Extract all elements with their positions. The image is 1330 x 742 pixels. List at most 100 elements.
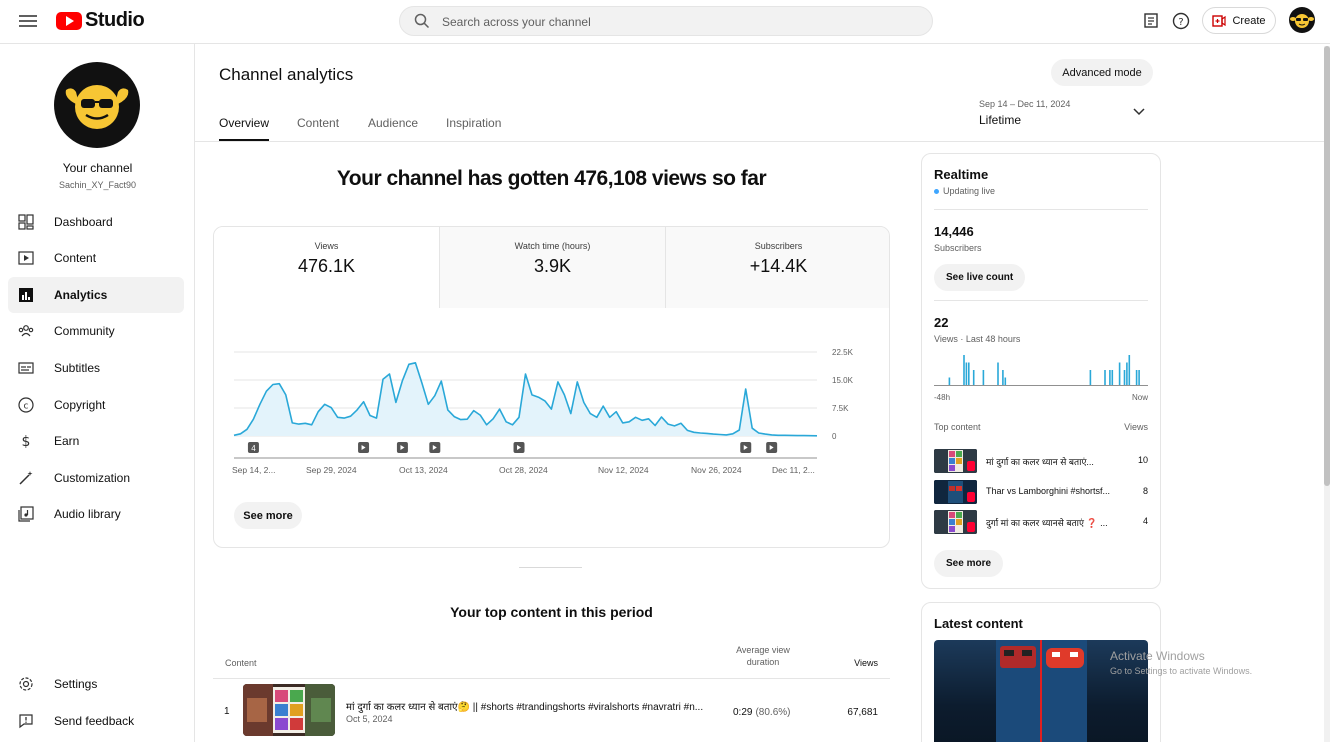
- shorts-marker-icon: [517, 445, 522, 450]
- video-title[interactable]: मां दुर्गा का कलर ध्यान से बताएं🤔 || #sh…: [346, 702, 704, 713]
- sidebar-item-earn[interactable]: $ Earn: [8, 423, 184, 459]
- table-header-divider: [213, 678, 890, 679]
- views-series-line: [233, 362, 818, 437]
- search-bar[interactable]: [399, 6, 933, 36]
- channel-handle: Sachin_XY_Fact90: [58, 180, 137, 190]
- table-row[interactable]: 1 मां दुर्गा का कलर ध्यान से बताएं🤔 || #…: [213, 682, 890, 742]
- x-tick-label: Oct 13, 2024: [399, 465, 448, 475]
- realtime-bar: [965, 362, 968, 385]
- realtime-card: Realtime Updating live 14,446 Subscriber…: [921, 153, 1161, 589]
- realtime-bar: [963, 355, 965, 385]
- sidebar-item-send-feedback[interactable]: Send feedback: [8, 703, 184, 739]
- x-tick-label: Sep 14, 2...: [232, 465, 275, 475]
- chevron-down-icon: [1133, 108, 1145, 116]
- realtime-bar: [997, 362, 999, 385]
- menu-icon[interactable]: [19, 12, 37, 28]
- video-thumbnail[interactable]: [243, 684, 335, 736]
- x-tick-label: Dec 11, 2...: [772, 465, 815, 475]
- metric-label: Watch time (hours): [514, 241, 591, 251]
- send-feedback-label: Send feedback: [54, 714, 135, 728]
- shorts-marker-icon: [361, 445, 366, 450]
- sidebar-item-label: Content: [54, 251, 97, 265]
- tab-inspiration[interactable]: Inspiration: [446, 116, 502, 130]
- x-tick-label: Sep 29, 2024: [306, 465, 357, 475]
- studio-logo[interactable]: Studio: [56, 9, 145, 32]
- sidebar-item-content[interactable]: Content: [8, 240, 184, 276]
- see-live-count-button[interactable]: See live count: [934, 264, 1026, 291]
- latest-video-thumbnail[interactable]: [934, 640, 1148, 742]
- sidebar-item-customization[interactable]: Customization: [8, 460, 184, 496]
- tab-overview[interactable]: Overview: [219, 108, 270, 141]
- realtime-axis-start: -48h: [934, 393, 951, 402]
- tab-content[interactable]: Content: [297, 116, 340, 130]
- logo-text: Studio: [85, 9, 145, 31]
- search-input[interactable]: [442, 12, 912, 32]
- list-item[interactable]: दुर्गा मां का कलर ध्यानसे बताएं ❓ ... 4: [934, 510, 1148, 536]
- video-views: 10: [1137, 455, 1148, 465]
- realtime-bar: [1111, 370, 1114, 385]
- realtime-views-bars: [934, 355, 1148, 386]
- shorts-marker-icon: [743, 445, 748, 450]
- realtime-bar: [972, 370, 975, 385]
- help-icon[interactable]: ?: [1171, 11, 1191, 31]
- sidebar-item-settings[interactable]: Settings: [8, 666, 184, 702]
- metric-watch-time[interactable]: Watch time (hours) 3.9K: [439, 227, 665, 308]
- tab-audience[interactable]: Audience: [368, 116, 419, 130]
- list-item[interactable]: मां दुर्गा का कलर ध्यान से बताएं... 10: [934, 449, 1148, 475]
- date-range-dates: Sep 14 – Dec 11, 2024: [979, 99, 1071, 109]
- y-tick-label: 0: [832, 432, 837, 441]
- video-views: 4: [1142, 516, 1148, 526]
- see-more-button[interactable]: See more: [234, 502, 302, 529]
- sidebar-item-community[interactable]: Community: [8, 313, 184, 349]
- realtime-divider: [934, 300, 1148, 301]
- realtime-title: Realtime: [934, 167, 989, 182]
- realtime-bar: [968, 362, 970, 385]
- date-range-picker[interactable]: Sep 14 – Dec 11, 2024 Lifetime: [979, 99, 1151, 129]
- sidebar-item-audio-library[interactable]: Audio library: [8, 496, 184, 532]
- channel-avatar[interactable]: [54, 62, 140, 148]
- sidebar-item-label: Customization: [54, 471, 131, 485]
- create-button[interactable]: Create: [1202, 7, 1276, 34]
- sidebar-item-subtitles[interactable]: Subtitles: [8, 350, 184, 386]
- views-area-fill: [234, 362, 817, 436]
- youtube-play-icon: [56, 11, 82, 30]
- advanced-mode-button[interactable]: Advanced mode: [1051, 59, 1153, 86]
- video-thumbnail: [934, 480, 977, 504]
- top-header: Studio ? Create: [0, 0, 1330, 44]
- column-header-views[interactable]: Views: [854, 658, 878, 668]
- sidebar-item-label: Audio library: [54, 507, 121, 521]
- sidebar-item-analytics[interactable]: Analytics: [8, 277, 184, 313]
- windows-activation-watermark: Activate Windows Go to Settings to activ…: [1110, 649, 1252, 676]
- sidebar-item-copyright[interactable]: c Copyright: [8, 387, 184, 423]
- car-thumbnail-image: [996, 640, 1087, 742]
- sidebar-item-dashboard[interactable]: Dashboard: [8, 204, 184, 240]
- realtime-bar: [1126, 362, 1128, 385]
- tabs-divider: [195, 141, 1330, 142]
- account-avatar[interactable]: [1289, 7, 1315, 33]
- page-scrollbar[interactable]: [1324, 46, 1330, 742]
- latest-content-card: Latest content: [921, 602, 1161, 742]
- updating-live-indicator: Updating live: [934, 186, 995, 196]
- feedback-message-icon[interactable]: [1141, 11, 1161, 31]
- metric-views[interactable]: Views 476.1K: [214, 227, 439, 308]
- section-divider: [519, 567, 582, 568]
- scrollbar-thumb[interactable]: [1324, 46, 1330, 486]
- views-headline: Your channel has gotten 476,108 views so…: [336, 167, 767, 190]
- duration-value: 0:29: [733, 707, 753, 718]
- x-tick-label: Nov 26, 2024: [691, 465, 742, 475]
- feedback-icon: [19, 714, 33, 729]
- realtime-bar: [1135, 370, 1138, 385]
- metric-subscribers[interactable]: Subscribers +14.4K: [665, 227, 889, 308]
- dashboard-icon: [18, 214, 34, 230]
- emoji-avatar-icon: [1290, 14, 1314, 28]
- realtime-divider: [934, 209, 1148, 210]
- see-more-button[interactable]: See more: [934, 550, 1004, 577]
- realtime-bar: [1123, 370, 1126, 385]
- durga-thumbnail-image: [934, 449, 977, 473]
- sidebar-item-label: Community: [54, 324, 115, 338]
- top-content-label: Top content: [934, 422, 981, 432]
- list-item[interactable]: Thar vs Lamborghini #shortsf... 8: [934, 480, 1148, 506]
- realtime-bar: [1004, 377, 1007, 385]
- column-header-avg-duration: Average view duration: [736, 645, 790, 667]
- overview-card: Views 476.1K Watch time (hours) 3.9K Sub…: [213, 226, 890, 548]
